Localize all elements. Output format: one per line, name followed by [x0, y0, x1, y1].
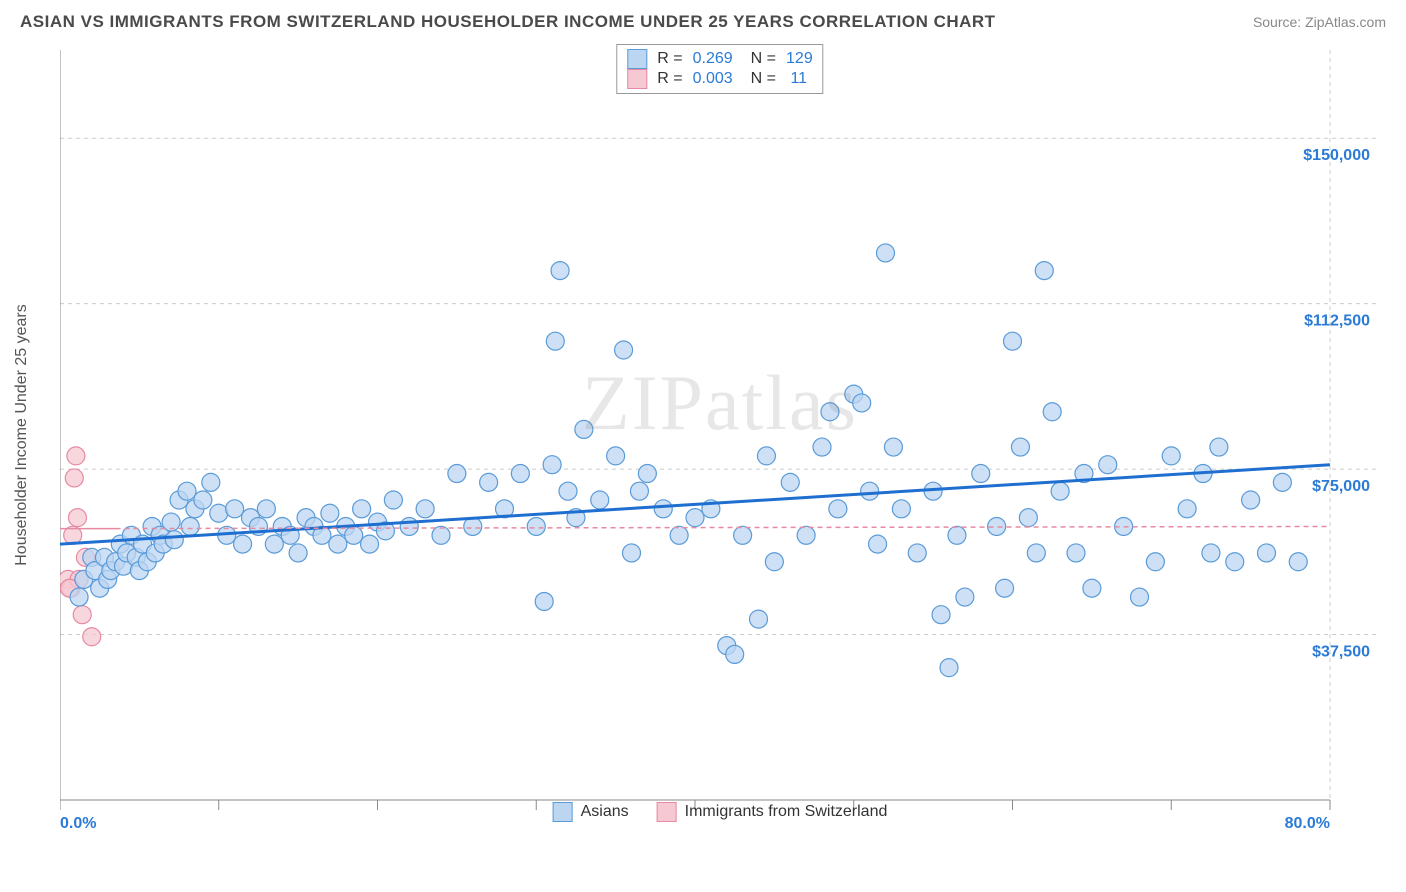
legend-label: Asians — [581, 803, 629, 821]
legend-r-value: 0.269 — [693, 50, 733, 68]
correlation-legend: R = 0.269 N = 129 R = 0.003 N = 11 — [616, 44, 823, 94]
legend-r-label: R = — [657, 50, 682, 68]
legend-row: R = 0.269 N = 129 — [627, 49, 812, 69]
legend-n-value: 11 — [786, 70, 807, 88]
legend-item: Immigrants from Switzerland — [657, 802, 888, 822]
legend-swatch-blue — [553, 802, 573, 822]
legend-label: Immigrants from Switzerland — [685, 803, 888, 821]
chart-source: Source: ZipAtlas.com — [1253, 14, 1386, 30]
legend-r-value: 0.003 — [693, 70, 733, 88]
chart-header: ASIAN VS IMMIGRANTS FROM SWITZERLAND HOU… — [0, 0, 1406, 40]
svg-text:$112,500: $112,500 — [1304, 313, 1370, 330]
legend-swatch-pink — [657, 802, 677, 822]
scatter-plot: $37,500 $75,000 $112,500 $150,000 0.0% 80.0% — [60, 40, 1380, 830]
svg-text:0.0%: 0.0% — [60, 815, 96, 830]
svg-text:$150,000: $150,000 — [1303, 147, 1370, 164]
chart-title: ASIAN VS IMMIGRANTS FROM SWITZERLAND HOU… — [20, 12, 996, 32]
legend-row: R = 0.003 N = 11 — [627, 69, 812, 89]
y-axis-label: Householder Income Under 25 years — [13, 304, 31, 565]
legend-r-label: R = — [657, 70, 682, 88]
legend-n-label: N = — [751, 50, 776, 68]
legend-n-label: N = — [751, 70, 776, 88]
svg-text:80.0%: 80.0% — [1285, 815, 1330, 830]
svg-text:$75,000: $75,000 — [1312, 478, 1370, 495]
legend-swatch-blue — [627, 49, 647, 69]
chart-container: Householder Income Under 25 years ZIPatl… — [60, 40, 1380, 830]
svg-text:$37,500: $37,500 — [1312, 644, 1370, 661]
legend-item: Asians — [553, 802, 629, 822]
legend-n-value: 129 — [786, 50, 813, 68]
series-legend: Asians Immigrants from Switzerland — [553, 802, 888, 822]
legend-swatch-pink — [627, 69, 647, 89]
